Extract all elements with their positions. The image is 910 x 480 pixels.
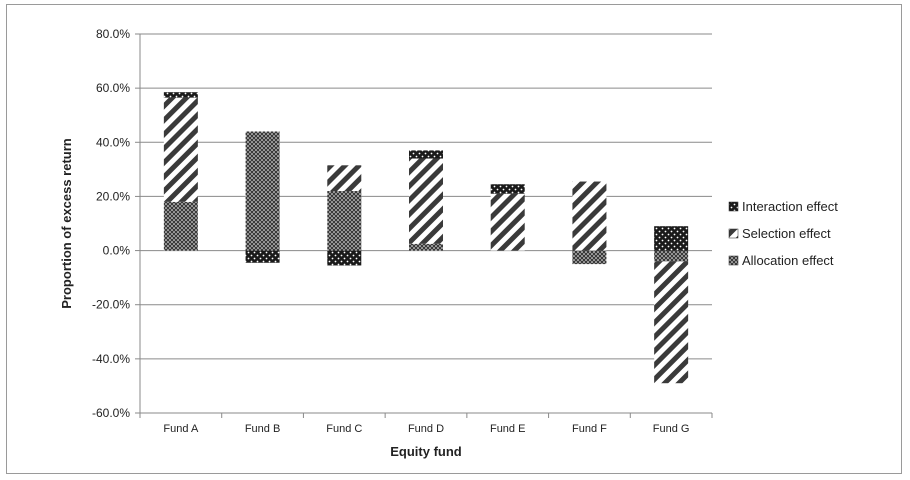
x-tick-label: Fund C xyxy=(326,423,362,435)
x-tick-label: Fund D xyxy=(408,423,444,435)
legend-swatch xyxy=(728,228,739,239)
x-tick-label: Fund A xyxy=(163,423,199,435)
y-tick-label: 20.0% xyxy=(96,189,130,203)
bar-segment-interaction-effect xyxy=(163,92,198,98)
y-tick-label: -20.0% xyxy=(92,298,130,312)
bars xyxy=(163,92,689,384)
bar-segment-selection-effect xyxy=(654,261,689,384)
bar-segment-interaction-effect xyxy=(490,184,525,194)
x-tick-label: Fund B xyxy=(245,423,280,435)
y-axis-title: Proportion of excess return xyxy=(59,138,74,309)
x-axis-title: Equity fund xyxy=(390,444,462,459)
bar-segment-interaction-effect xyxy=(245,250,280,263)
bar-segment-interaction-effect xyxy=(327,250,362,266)
y-tick-label: -40.0% xyxy=(92,352,130,366)
bar-segment-interaction-effect xyxy=(654,226,689,251)
bar-segment-interaction-effect xyxy=(409,150,443,159)
bar-segment-allocation-effect xyxy=(245,131,280,251)
legend-label: Selection effect xyxy=(742,226,831,241)
y-tick-label: 80.0% xyxy=(96,27,130,41)
legend-swatch xyxy=(728,255,739,266)
bar-segment-allocation-effect xyxy=(409,243,443,251)
bar-segment-selection-effect xyxy=(163,97,198,202)
y-tick-label: -60.0% xyxy=(92,406,130,420)
bar-segment-allocation-effect xyxy=(327,191,362,251)
bar-segment-selection-effect xyxy=(572,181,607,251)
bar-segment-allocation-effect xyxy=(163,201,198,251)
bar-segment-selection-effect xyxy=(327,165,362,192)
x-tick-label: Fund F xyxy=(572,423,607,435)
bar-segment-selection-effect xyxy=(409,158,443,244)
bar-segment-selection-effect xyxy=(490,193,525,251)
bar-segment-allocation-effect xyxy=(572,250,607,265)
x-tick-label: Fund G xyxy=(653,423,690,435)
bar-segment-allocation-effect xyxy=(654,250,689,262)
y-tick-label: 40.0% xyxy=(96,135,130,149)
x-axis-ticks: Fund A Fund B Fund C Fund D Fund E Fund F Fund… xyxy=(139,413,713,435)
y-axis-ticks: -60.0% -40.0% -20.0% 0.0% 20.0% 40.0% 60.0% 80.… xyxy=(92,27,140,420)
legend-swatch xyxy=(728,201,739,212)
legend-label: Allocation effect xyxy=(742,253,834,268)
legend: Interaction effect Selection effect Alloca… xyxy=(728,199,838,268)
y-tick-label: 0.0% xyxy=(103,244,131,258)
stacked-bar-chart: -60.0% -40.0% -20.0% 0.0% 20.0% 40.0% 60.0% 80.… xyxy=(59,27,838,459)
y-tick-label: 60.0% xyxy=(96,81,130,95)
chart-frame: -60.0% -40.0% -20.0% 0.0% 20.0% 40.0% 60.0% 80.… xyxy=(6,4,902,474)
x-tick-label: Fund E xyxy=(490,423,525,435)
legend-label: Interaction effect xyxy=(742,199,838,214)
